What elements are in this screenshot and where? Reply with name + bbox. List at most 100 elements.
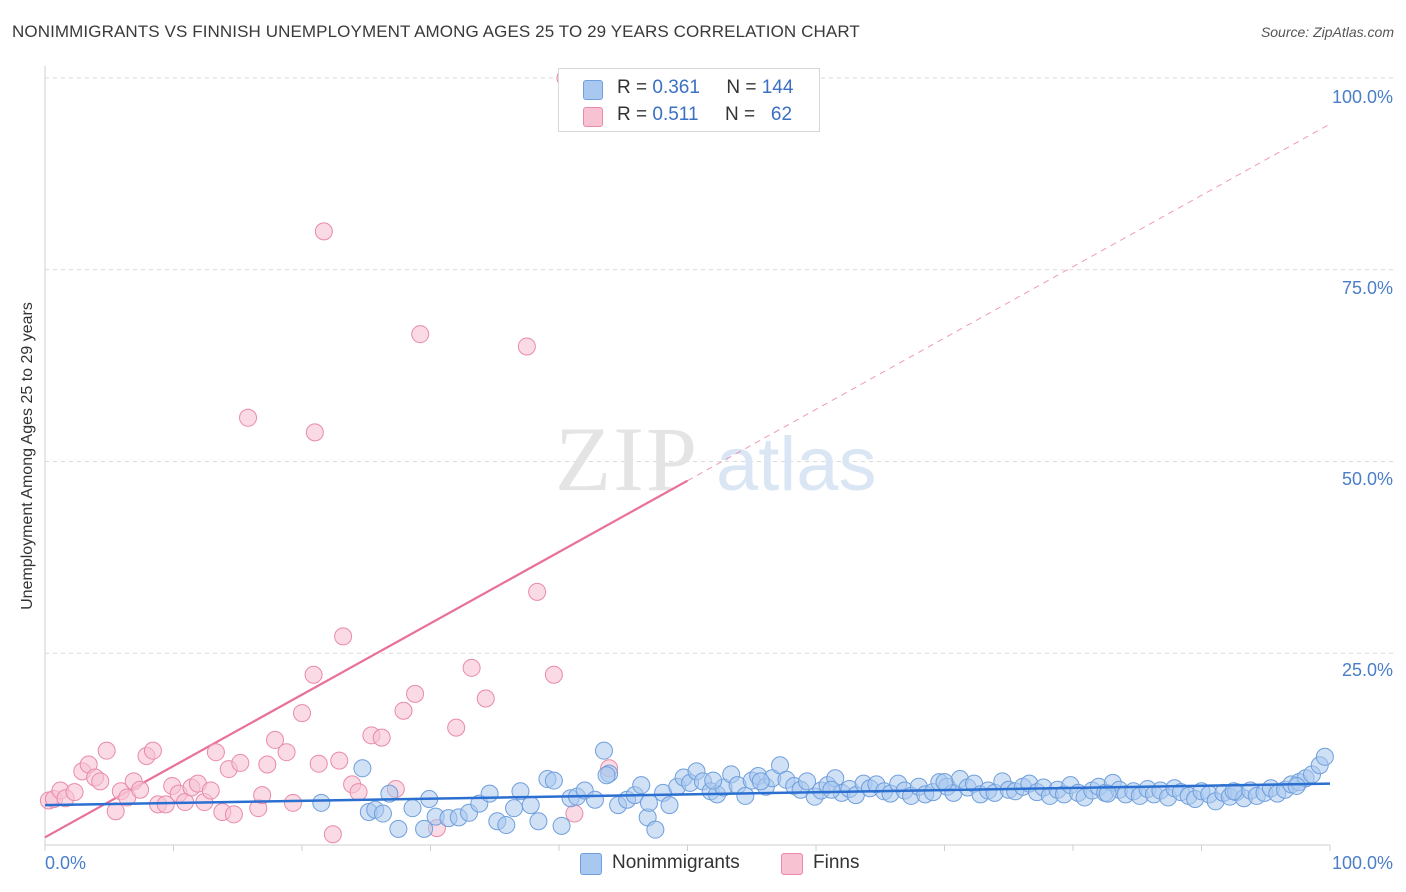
finns-point bbox=[372, 728, 391, 747]
y-tick-label: 75.0% bbox=[1342, 278, 1393, 298]
nonimmigrants-point bbox=[521, 796, 540, 815]
legend-r-value-2: 0.511 bbox=[652, 104, 699, 125]
nonimmigrants-point bbox=[389, 819, 408, 838]
finns-point bbox=[284, 793, 303, 812]
correlation-legend: R = 0.361 N = 144 R = 0.511 N = 62 bbox=[558, 68, 820, 132]
finns-point bbox=[106, 802, 125, 821]
watermark: ZIP atlas bbox=[555, 408, 877, 510]
finns-point bbox=[462, 658, 481, 677]
finns-point bbox=[565, 804, 584, 823]
finns-point bbox=[131, 780, 150, 799]
finns-point bbox=[394, 701, 413, 720]
x-tick-label: 0.0% bbox=[45, 853, 86, 873]
nonimmigrants-point bbox=[403, 799, 422, 818]
finns-point bbox=[143, 741, 162, 760]
legend-r-value-1: 0.361 bbox=[652, 77, 700, 98]
finns-point bbox=[544, 665, 563, 684]
nonimmigrants-point bbox=[529, 812, 548, 831]
x-tick-label: 100.0% bbox=[1332, 853, 1393, 873]
finns-point bbox=[309, 754, 328, 773]
legend-n-label: N = bbox=[726, 77, 757, 98]
y-tick-label: 50.0% bbox=[1342, 469, 1393, 489]
finns-point bbox=[476, 689, 495, 708]
axes bbox=[44, 66, 1331, 851]
finns-point bbox=[231, 753, 250, 772]
finns-point bbox=[314, 222, 333, 241]
nonimmigrants-point bbox=[1224, 782, 1243, 801]
nonimmigrants-point bbox=[660, 796, 679, 815]
nonimmigrants-point bbox=[597, 766, 616, 785]
finns-point bbox=[517, 337, 536, 356]
nonimmigrants-point bbox=[594, 741, 613, 760]
nonimmigrants-trend bbox=[44, 782, 1331, 807]
nonimmigrants-point bbox=[353, 759, 372, 778]
finns-points bbox=[39, 69, 619, 844]
finns-point bbox=[97, 741, 116, 760]
nonimmigrants-point bbox=[1287, 776, 1306, 795]
legend-swatch-blue bbox=[583, 80, 603, 100]
legend-swatch-pink bbox=[583, 107, 603, 127]
finns-point bbox=[528, 582, 547, 601]
nonimmigrants-point bbox=[646, 820, 665, 839]
y-tick-label: 25.0% bbox=[1342, 660, 1393, 680]
finns-trend bbox=[44, 123, 1331, 839]
finns-point bbox=[224, 805, 243, 824]
nonimmigrants-point bbox=[415, 819, 434, 838]
finns-point bbox=[334, 627, 353, 646]
finns-point bbox=[253, 786, 272, 805]
nonimmigrants-point bbox=[505, 799, 524, 818]
legend-r-label: R = bbox=[617, 104, 648, 125]
nonimmigrants-point bbox=[585, 790, 604, 809]
nonimmigrants-point bbox=[497, 816, 516, 835]
nonimmigrants-point bbox=[751, 772, 770, 791]
nonimmigrants-trend-line bbox=[44, 782, 1331, 807]
series-legend: Nonimmigrants Finns bbox=[0, 852, 1406, 878]
nonimmigrants-point bbox=[639, 793, 658, 812]
finns-point bbox=[201, 781, 220, 800]
finns-trend-line bbox=[44, 479, 689, 839]
finns-point bbox=[447, 718, 466, 737]
x-tick-labels: 0.0% 100.0% bbox=[45, 853, 1393, 873]
legend-swatch-pink bbox=[781, 853, 803, 875]
watermark-atlas: atlas bbox=[716, 422, 877, 507]
source-label: Source: ZipAtlas.com bbox=[1260, 24, 1394, 40]
nonimmigrants-point bbox=[312, 793, 331, 812]
finns-point bbox=[266, 730, 285, 749]
finns-point bbox=[91, 772, 110, 791]
finns-point bbox=[305, 423, 324, 442]
y-tick-labels: 100.0% 75.0% 50.0% 25.0% bbox=[1332, 87, 1393, 680]
legend-label-nonimmigrants: Nonimmigrants bbox=[612, 852, 740, 873]
legend-r-label: R = bbox=[617, 77, 648, 98]
watermark-zip: ZIP bbox=[555, 408, 699, 510]
legend-n-value-1: 144 bbox=[761, 77, 794, 98]
finns-point bbox=[277, 743, 296, 762]
nonimmigrants-point bbox=[935, 773, 954, 792]
legend-label-finns: Finns bbox=[813, 852, 860, 873]
finns-point bbox=[258, 755, 277, 774]
nonimmigrants-point bbox=[1315, 747, 1334, 766]
finns-point bbox=[411, 325, 430, 344]
nonimmigrants-point bbox=[822, 780, 841, 799]
chart-title: NONIMMIGRANTS VS FINNISH UNEMPLOYMENT AM… bbox=[12, 22, 860, 41]
legend-n-label: N = bbox=[724, 104, 756, 125]
nonimmigrants-point bbox=[1098, 784, 1117, 803]
grid-lines bbox=[45, 77, 1395, 654]
nonimmigrants-point bbox=[380, 784, 399, 803]
finns-point bbox=[349, 783, 368, 802]
nonimmigrants-point bbox=[798, 772, 817, 791]
nonimmigrants-point bbox=[704, 771, 723, 790]
finns-point bbox=[239, 408, 258, 427]
finns-point bbox=[330, 751, 349, 770]
finns-point bbox=[323, 825, 342, 844]
nonimmigrants-point bbox=[511, 782, 530, 801]
finns-point bbox=[304, 665, 323, 684]
nonimmigrants-point bbox=[480, 784, 499, 803]
legend-n-value-2: 62 bbox=[770, 104, 793, 125]
finns-point bbox=[206, 743, 225, 762]
finns-point bbox=[293, 704, 311, 723]
nonimmigrants-point bbox=[373, 804, 392, 823]
nonimmigrants-point bbox=[544, 771, 563, 790]
finns-point bbox=[406, 684, 425, 703]
finns-trend-extension bbox=[687, 123, 1331, 482]
